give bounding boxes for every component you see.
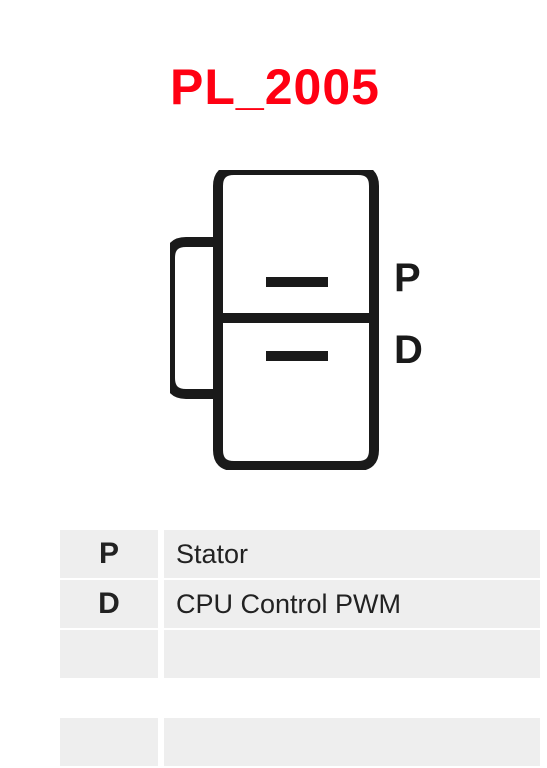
legend-pin-label: D: [60, 580, 158, 628]
legend-pin-desc: [164, 718, 540, 766]
legend-row: PStator: [60, 530, 540, 578]
legend-pin-label: [60, 718, 158, 766]
legend-pin-label: P: [60, 530, 158, 578]
connector-svg: [170, 170, 470, 470]
part-number-title: PL_2005: [170, 58, 380, 116]
connector-diagram: PD: [170, 170, 470, 470]
pin-legend-table: PStatorDCPU Control PWM: [60, 530, 540, 680]
legend-row: [60, 718, 540, 766]
legend-pin-desc: CPU Control PWM: [164, 580, 540, 628]
legend-pin-desc: [164, 630, 540, 678]
legend-row: DCPU Control PWM: [60, 580, 540, 628]
pin-label-p: P: [394, 256, 421, 301]
legend-pin-desc: Stator: [164, 530, 540, 578]
legend-pin-label: [60, 630, 158, 678]
legend-row: [60, 630, 540, 678]
pin-label-d: D: [394, 328, 423, 373]
